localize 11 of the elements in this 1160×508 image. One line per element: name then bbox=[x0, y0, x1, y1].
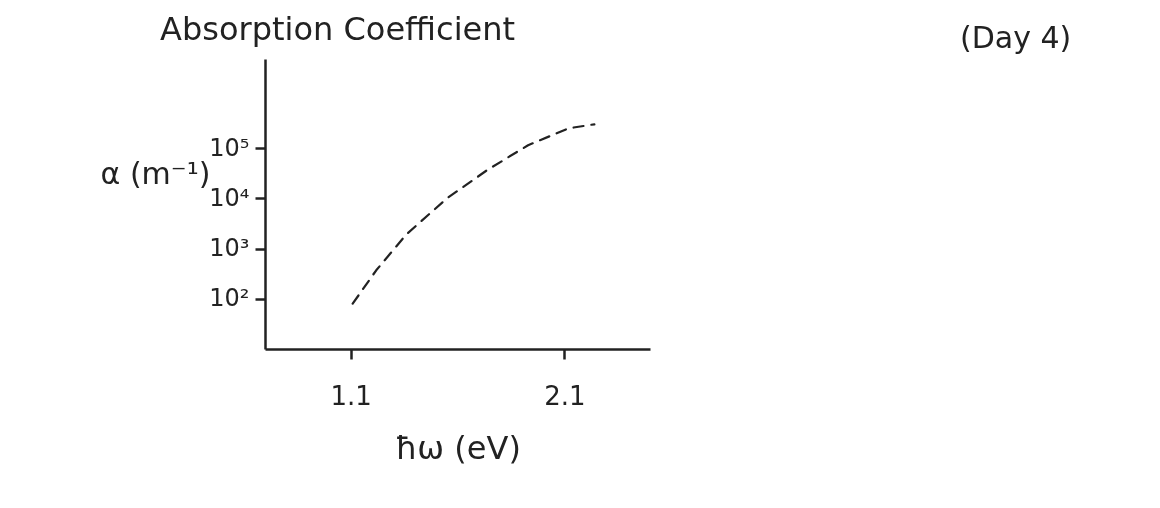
y-tick-label: 10² bbox=[209, 284, 250, 313]
x-tick-label: 2.1 bbox=[544, 380, 586, 411]
text: (Day 4) bbox=[960, 20, 1072, 55]
x-tick-label: 1.1 bbox=[330, 380, 372, 411]
y-axis-title: α (m⁻¹) bbox=[100, 155, 211, 191]
y-tick-label: 10³ bbox=[209, 234, 250, 263]
chart-title: Absorption Coefficient bbox=[160, 10, 516, 48]
y-tick-label: 10⁵ bbox=[209, 133, 250, 162]
x-axis-title: ħω (eV) bbox=[395, 428, 521, 467]
line-series bbox=[351, 123, 596, 305]
y-tick-label: 10⁴ bbox=[209, 183, 250, 212]
